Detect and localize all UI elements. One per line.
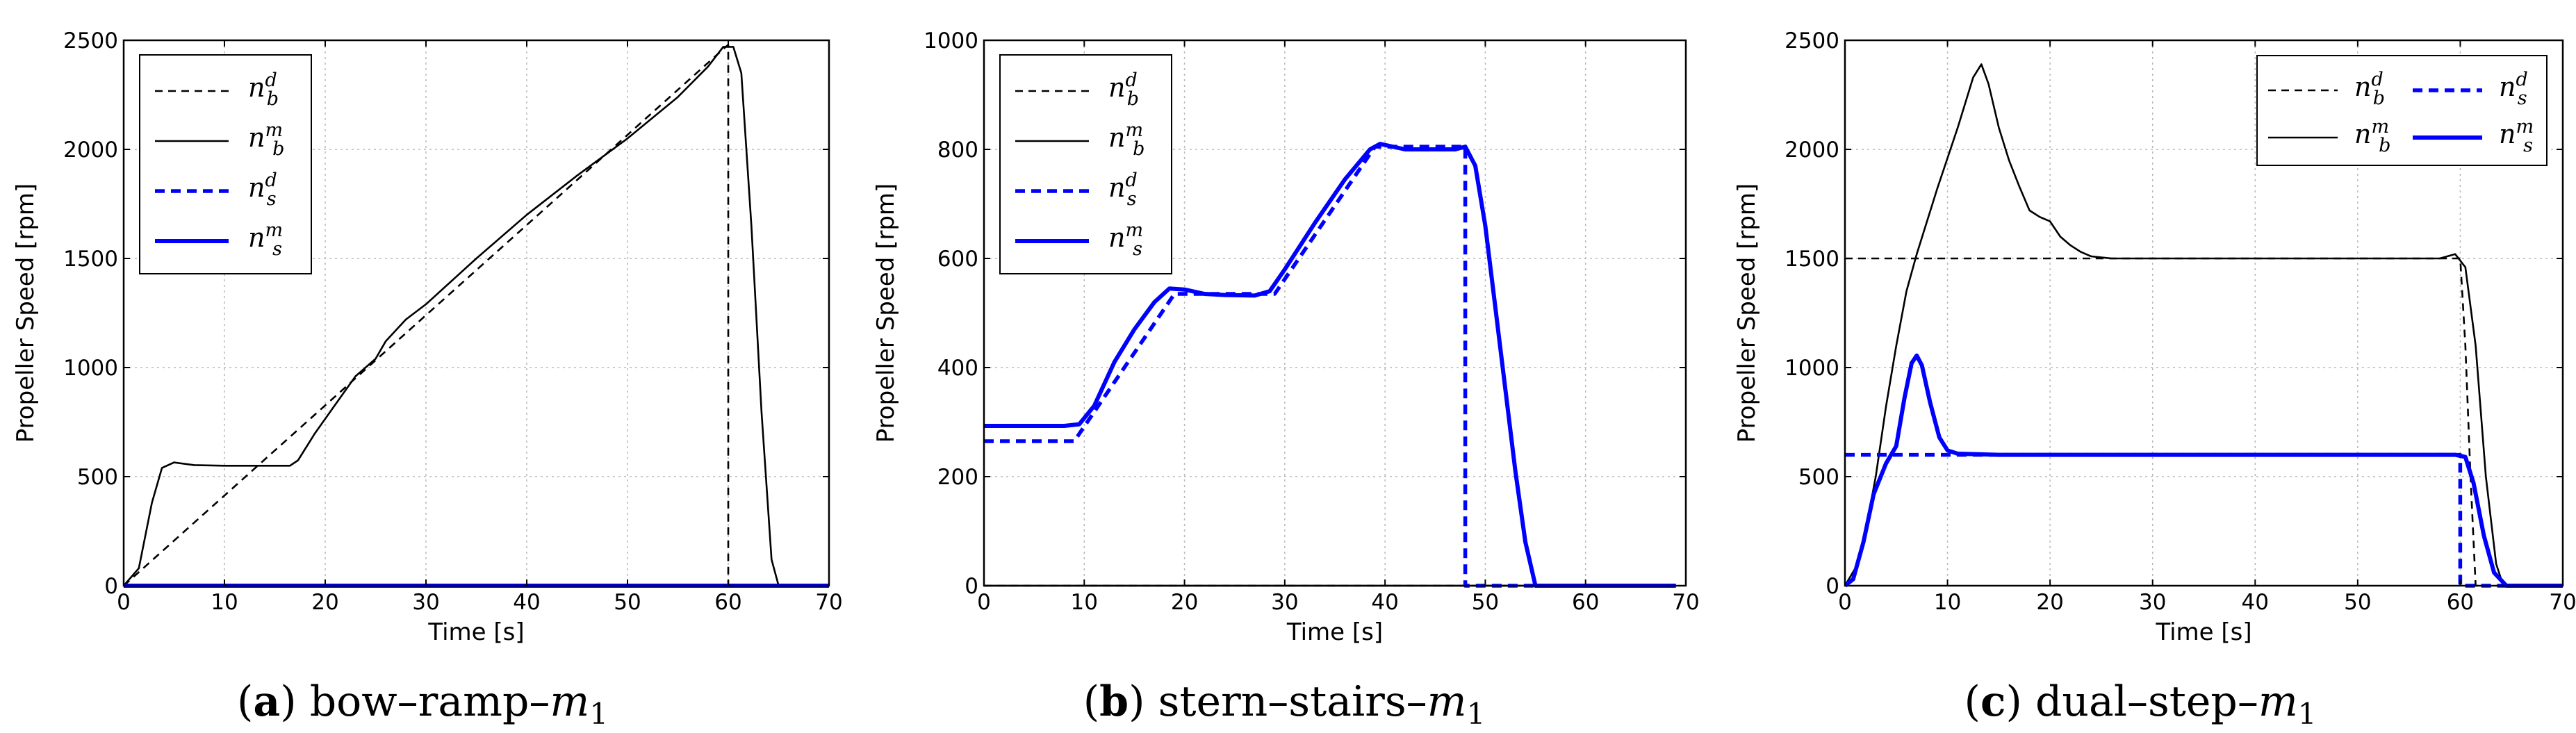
x-tick-label: 70 [2549, 590, 2576, 615]
legend-label-nbm: nm b [2354, 116, 2390, 156]
legend-label-nsd: nd s [1108, 170, 1138, 210]
y-tick-label: 0 [104, 574, 118, 599]
x-axis-label: Time [s] [1286, 618, 1383, 646]
x-tick-label: 60 [1572, 590, 1599, 615]
y-tick-label: 1000 [924, 28, 978, 53]
series-line-nsd [984, 145, 1676, 588]
series-line-nsm [1845, 353, 2563, 588]
x-tick-label: 60 [2447, 590, 2474, 615]
series-line-nbm [1845, 63, 2563, 587]
panel-caption: (c) dual–step–m1 [1964, 677, 2317, 731]
legend-label-nbm: nm b [248, 120, 284, 160]
y-axis-label: Propeller Speed [rpm] [872, 183, 900, 443]
y-tick-label: 1000 [63, 356, 118, 381]
chart-panel-a: 0 10 20 30 40 50 60 70 0 500 1000 1500 2000 2500 Time … [12, 28, 843, 731]
legend-label-nsm: nm s [248, 220, 283, 260]
y-tick-label: 600 [937, 247, 978, 272]
plot-frame [983, 39, 1687, 587]
x-tick-label: 30 [412, 590, 439, 615]
x-tick-label: 70 [1672, 590, 1699, 615]
x-tick-label: 20 [2036, 590, 2063, 615]
x-tick-label: 10 [211, 590, 238, 615]
series-line-nsd [1845, 452, 2563, 588]
y-tick-label: 400 [937, 356, 978, 381]
series-line-nbm [124, 46, 829, 587]
y-tick-label: 800 [937, 138, 978, 163]
legend-label-nsd: nd s [2499, 69, 2528, 109]
legend-label-nbm: nm b [1108, 120, 1145, 160]
legend: nd b nm b nd s nm s [2256, 55, 2548, 166]
panel-caption: (a) bow–ramp–m1 [237, 677, 608, 731]
x-tick-label: 70 [815, 590, 842, 615]
x-tick-label: 50 [1472, 590, 1499, 615]
y-tick-label: 2000 [63, 138, 118, 163]
x-tick-label: 20 [311, 590, 338, 615]
x-tick-label: 0 [117, 590, 131, 615]
legend-label-nsm: nm s [2499, 116, 2534, 156]
plot-frame [122, 39, 830, 587]
y-tick-label: 2500 [1785, 28, 1839, 53]
y-tick-label: 1500 [1785, 247, 1839, 272]
x-tick-label: 10 [1934, 590, 1961, 615]
x-tick-label: 60 [714, 590, 741, 615]
x-tick-label: 30 [2139, 590, 2166, 615]
series-line-nsm [984, 142, 1676, 588]
x-tick-label: 0 [977, 590, 991, 615]
x-tick-label: 30 [1271, 590, 1298, 615]
x-axis-label: Time [s] [427, 618, 524, 646]
y-tick-label: 500 [1798, 465, 1839, 490]
x-tick-label: 10 [1071, 590, 1098, 615]
x-tick-label: 40 [1371, 590, 1398, 615]
legend-label-nbd: nd b [1108, 69, 1139, 110]
x-tick-label: 50 [2344, 590, 2371, 615]
x-tick-label: 40 [513, 590, 540, 615]
legend-label-nsm: nm s [1108, 220, 1143, 260]
y-tick-label: 500 [77, 465, 118, 490]
plot-frame [1844, 39, 2564, 587]
legend: nd b nm b nd s nm s [999, 54, 1172, 274]
y-tick-label: 1000 [1785, 356, 1839, 381]
x-tick-label: 20 [1171, 590, 1198, 615]
y-tick-label: 0 [965, 574, 978, 599]
panel-caption: (b) stern–stairs–m1 [1083, 677, 1486, 731]
series-line-nbd [1845, 257, 2563, 587]
legend-label-nbd: nd b [2354, 69, 2385, 109]
y-tick-label: 2000 [1785, 138, 1839, 163]
y-tick-label: 0 [1826, 574, 1839, 599]
legend-label-nbd: nd b [248, 69, 279, 110]
y-tick-label: 200 [937, 465, 978, 490]
x-tick-label: 0 [1838, 590, 1852, 615]
y-axis-label: Propeller Speed [rpm] [12, 183, 40, 443]
legend: nd b nm b nd s nm s [139, 54, 312, 274]
legend-box [2256, 55, 2548, 166]
chart-panel-b: 0 10 20 30 40 50 60 70 0 200 400 600 800 1000 Time [s]… [872, 28, 1700, 731]
x-tick-label: 50 [614, 590, 641, 615]
chart-panel-c: 0 10 20 30 40 50 60 70 0 500 1000 1500 2000 2500 Time … [1733, 28, 2576, 731]
legend-label-nsd: nd s [248, 170, 277, 210]
y-tick-label: 1500 [63, 247, 118, 272]
y-tick-label: 2500 [63, 28, 118, 53]
x-tick-label: 40 [2242, 590, 2269, 615]
y-axis-label: Propeller Speed [rpm] [1733, 183, 1761, 443]
x-axis-label: Time [s] [2155, 618, 2251, 646]
